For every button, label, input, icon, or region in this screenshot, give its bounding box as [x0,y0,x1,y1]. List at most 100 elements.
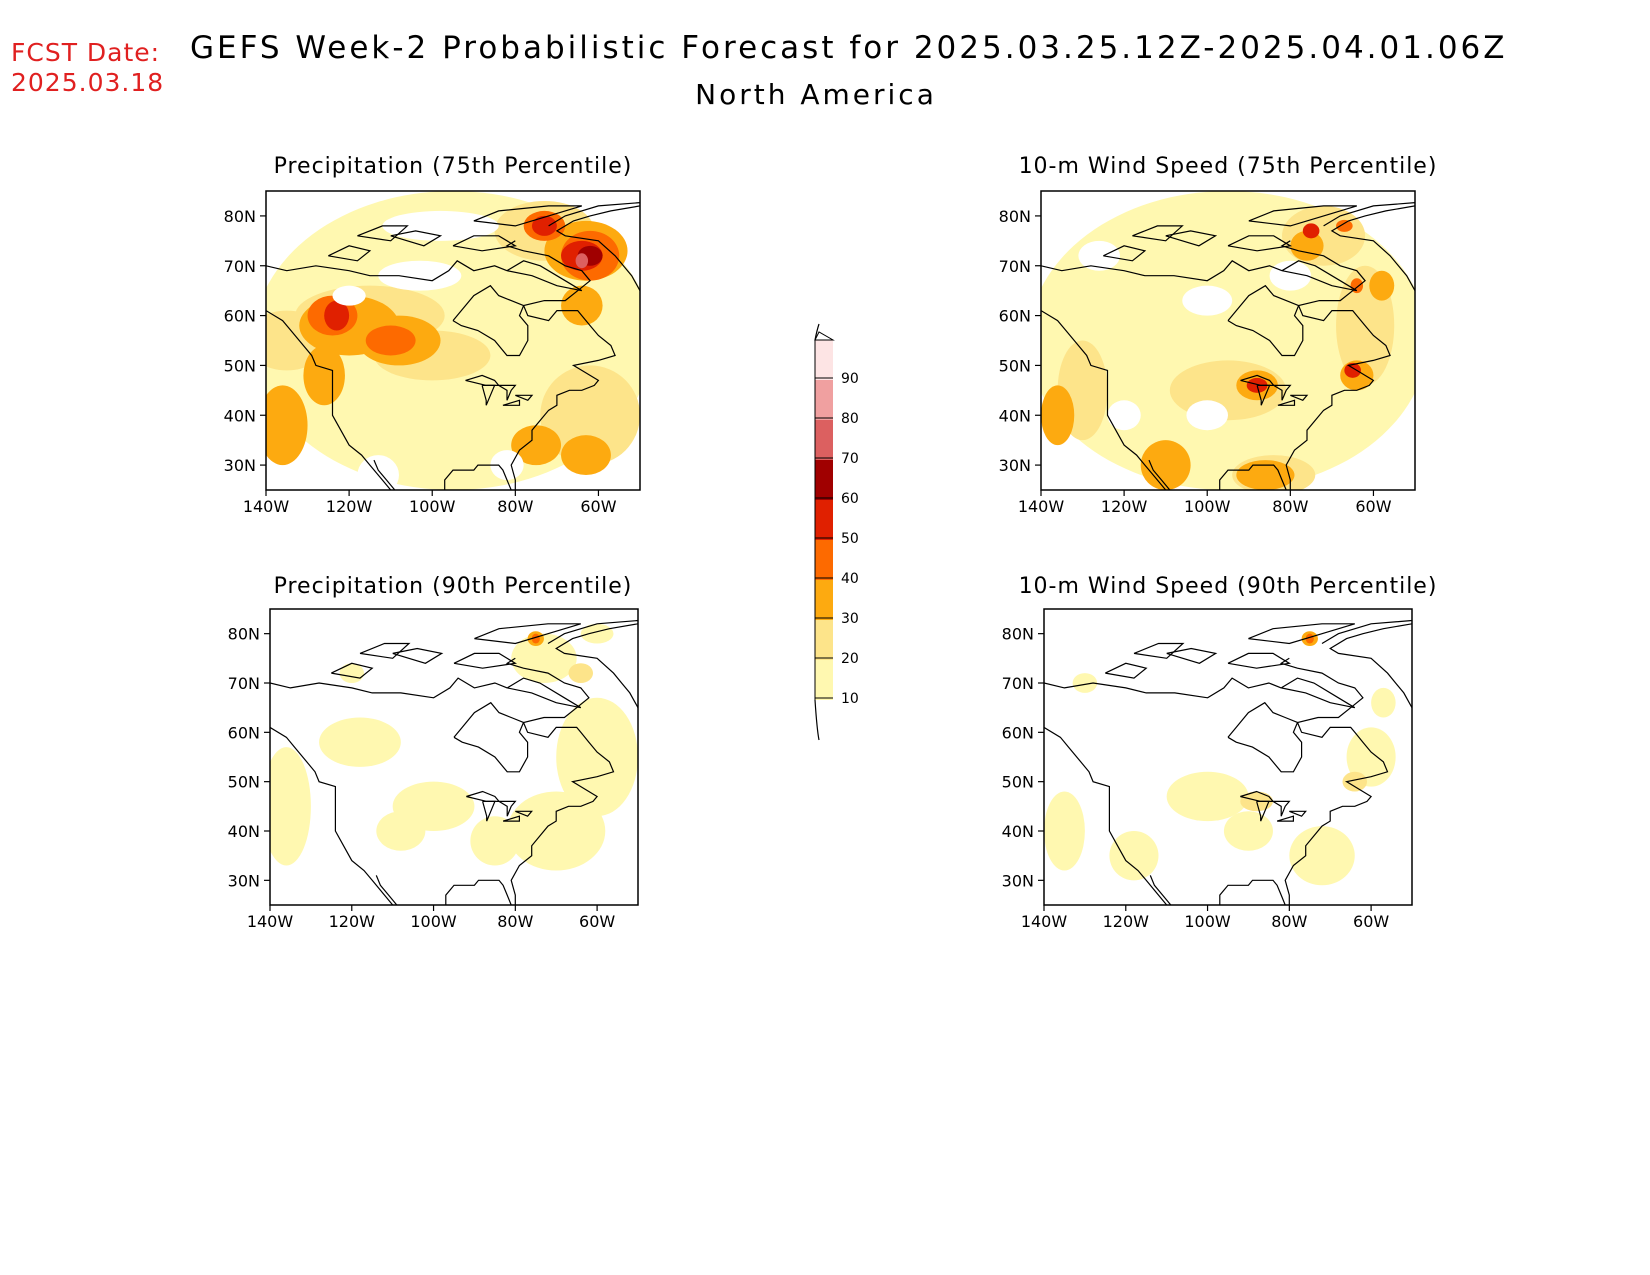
lon-label: 120W [1101,497,1148,516]
contour-fill [365,325,416,356]
map-frame [1043,608,1413,906]
coastline [270,726,394,905]
coastline [1219,464,1287,490]
lon-label: 80W [1272,497,1308,516]
contour-fill-empty [1373,450,1415,481]
colorbar-segment [815,420,833,460]
lon-label: 120W [326,497,373,516]
coastline [1323,202,1415,292]
map-frame [265,190,641,491]
lat-label: 70N [1002,674,1034,693]
lon-label: 60W [1355,497,1391,516]
coastline [270,677,508,699]
map-panel-1: Precipitation (75th Percentile) 80N 70N 60N… [224,154,641,516]
coastline [1148,459,1171,490]
contour-fill [1344,362,1361,378]
contour-fill [470,816,520,866]
coastline [548,202,640,292]
contour-fill [376,811,426,851]
lon-label: 60W [579,912,615,931]
contour-fill [339,663,365,684]
lat-label: 30N [224,456,256,475]
contour-fill [1369,270,1395,301]
contour-fill [1346,727,1396,787]
coastline [1280,677,1356,709]
contour-fill [1289,826,1355,886]
coastlines [1041,202,1415,490]
contour-fill [1371,687,1396,718]
coastline [1227,701,1303,773]
coastline [482,800,496,822]
coastline [452,284,529,357]
lon-label: 80W [1271,912,1307,931]
coastline [359,642,411,659]
coastline [452,235,518,252]
contour-fill [1223,811,1273,851]
coastline [481,384,496,406]
contour-fill [1041,385,1075,446]
forecast-date: FCST Date: 2025.03.18 [11,38,164,98]
map-panel-2: 10-m Wind Speed (75th Percentile) 80N 70N 6… [999,154,1438,516]
forecast-date-value: 2025.03.18 [11,68,165,97]
probability-field [1044,609,1412,905]
coastline [498,384,517,401]
lat-label: 30N [228,871,260,890]
region-title: North America [0,78,1650,111]
map-frame [1040,190,1416,491]
contour-fill-empty [1269,260,1312,291]
coastline [445,879,512,905]
coastline [502,399,521,406]
lat-label: 50N [1002,773,1034,792]
probability-field [266,191,640,490]
coastline [1227,652,1292,669]
contour-fill [324,300,350,331]
forecast-date-label: FCST Date: [11,38,161,67]
contour-fill [1302,223,1320,239]
lon-label: 60W [1353,912,1389,931]
coastline [357,225,409,242]
colorbar-top-wedge [814,331,835,341]
coastlines [266,202,640,490]
lat-label: 50N [224,356,256,375]
colorbar-label: 60 [841,491,859,507]
lon-label: 100W [410,912,457,931]
lat-label: 60N [1002,723,1034,742]
colorbar-label: 90 [841,371,859,387]
map-panel-3: Precipitation (90th Percentile) 80N 70N 60N… [228,574,639,931]
lon-label: 80W [497,912,533,931]
coastline [498,800,517,817]
contour-fill [1109,831,1159,881]
region-title-text: North America [695,78,937,111]
contour-fill [575,253,589,269]
coastline [506,260,583,292]
coastline [465,374,500,386]
colorbar-top-edge [814,323,820,341]
contour-fill [1282,205,1366,266]
lat-label: 80N [1002,625,1034,644]
colorbar-segment [815,500,833,540]
colorbar-label: 30 [841,611,859,627]
coastline [506,677,582,709]
coastline [1280,240,1391,490]
coastline [453,701,529,773]
contour-fill-empty [357,455,399,490]
coastline [1289,810,1307,817]
lat-label: 70N [224,257,256,276]
panel-title: 10-m Wind Speed (75th Percentile) [1019,154,1438,179]
contour-fill-empty [1078,240,1120,271]
colorbar-segment [815,580,833,620]
colorbar-label: 70 [841,451,859,467]
coastline [1227,284,1304,357]
lon-label: 100W [1184,497,1231,516]
page-title: GEFS Week-2 Probabilistic Forecast for 2… [190,30,1508,66]
contour-fill [556,697,638,817]
panel-title: 10-m Wind Speed (90th Percentile) [1019,574,1438,599]
coastline [1256,800,1270,822]
panel-title: Precipitation (75th Percentile) [274,154,633,179]
coastline [1277,399,1296,406]
coastlines [270,619,638,905]
colorbar-segment [815,620,833,660]
coastline [1240,790,1275,802]
contour-fill [1342,771,1368,792]
contour-fill [568,663,594,684]
